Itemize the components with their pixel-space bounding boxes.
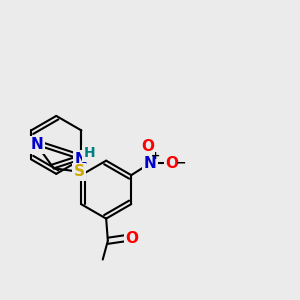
Text: O: O [166, 156, 179, 171]
Text: −: − [176, 157, 187, 170]
Text: H: H [83, 146, 95, 160]
Text: N: N [75, 152, 88, 167]
Text: O: O [126, 230, 139, 245]
Text: N: N [30, 137, 43, 152]
Text: O: O [141, 139, 154, 154]
Text: +: + [151, 151, 160, 161]
Text: S: S [74, 164, 85, 179]
Text: N: N [144, 156, 156, 171]
